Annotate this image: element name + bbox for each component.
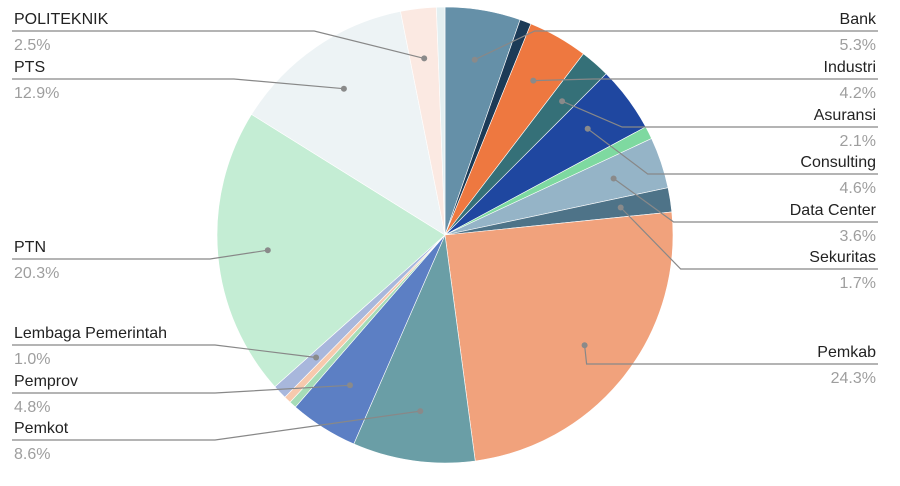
- leader-dot-sekuritas: [617, 204, 624, 211]
- label-percent-politeknik: 2.5%: [14, 37, 50, 54]
- leader-line-pts: [12, 78, 344, 90]
- label-name-pemkot: Pemkot: [14, 420, 69, 437]
- leader-dot-politeknik: [421, 55, 428, 62]
- leader-line-bank: [474, 30, 878, 61]
- leader-dot-bank: [471, 56, 478, 63]
- label-percent-industri: 4.2%: [840, 85, 876, 102]
- leader-dot-pemprov: [347, 382, 353, 389]
- label-percent-data-center: 3.6%: [840, 228, 876, 245]
- leader-line-politeknik: [12, 30, 425, 59]
- leader-line-ptn: [12, 249, 268, 260]
- label-percent-pemkot: 8.6%: [14, 446, 50, 463]
- leader-line-data-center: [613, 178, 878, 223]
- leader-line-pemprov: [12, 384, 351, 394]
- label-name-data-center: Data Center: [790, 202, 877, 219]
- label-name-pemkab: Pemkab: [817, 344, 876, 361]
- slice-pemkab: [444, 211, 674, 462]
- leader-line-pemkab: [584, 345, 878, 365]
- leader-line-industri: [533, 78, 878, 82]
- label-percent-pemprov: 4.8%: [14, 399, 50, 416]
- label-percent-bank: 5.3%: [840, 37, 876, 54]
- leader-dot-data-center: [610, 175, 617, 182]
- label-name-consulting: Consulting: [800, 154, 876, 171]
- leader-dot-lembaga-pemerintah: [313, 354, 320, 361]
- label-percent-asuransi: 2.1%: [840, 133, 876, 150]
- slice-pts: [251, 11, 446, 236]
- label-percent-sekuritas: 1.7%: [840, 275, 876, 292]
- label-name-pemprov: Pemprov: [14, 373, 78, 390]
- label-name-sekuritas: Sekuritas: [809, 249, 876, 266]
- leader-line-consulting: [587, 128, 878, 175]
- leader-dot-pts: [340, 85, 347, 92]
- label-percent-pemkab: 24.3%: [831, 370, 876, 387]
- slice-pemkot: [353, 233, 476, 464]
- leader-line-lembaga-pemerintah: [12, 344, 317, 359]
- leader-line-sekuritas: [620, 207, 878, 270]
- label-percent-pts: 12.9%: [14, 85, 59, 102]
- label-name-bank: Bank: [840, 11, 877, 28]
- leader-dot-pemkot: [417, 408, 424, 415]
- label-name-asuransi: Asuransi: [814, 107, 876, 124]
- leader-dot-industri: [530, 77, 537, 84]
- label-name-lembaga-pemerintah: Lembaga Pemerintah: [14, 325, 167, 342]
- leader-dot-ptn: [264, 247, 271, 254]
- label-name-ptn: PTN: [14, 239, 46, 256]
- label-percent-ptn: 20.3%: [14, 265, 59, 282]
- labels: Bank 5.3% Industri 4.2% Asuransi 2.1% Consulti…: [12, 11, 878, 463]
- slices: [216, 6, 674, 464]
- slice-ptn: [216, 113, 446, 388]
- label-name-politeknik: POLITEKNIK: [14, 11, 109, 28]
- label-name-industri: Industri: [824, 59, 876, 76]
- leader-dot-asuransi: [559, 98, 566, 105]
- label-name-pts: PTS: [14, 59, 45, 76]
- leader-dot-consulting: [584, 125, 591, 132]
- leader-line-pemkot: [12, 410, 421, 441]
- label-percent-lembaga-pemerintah: 1.0%: [14, 351, 50, 368]
- slice-segment-17: [436, 6, 446, 236]
- leader-line-asuransi: [561, 100, 878, 128]
- label-percent-consulting: 4.6%: [840, 180, 876, 197]
- leader-dot-pemkab: [581, 342, 588, 349]
